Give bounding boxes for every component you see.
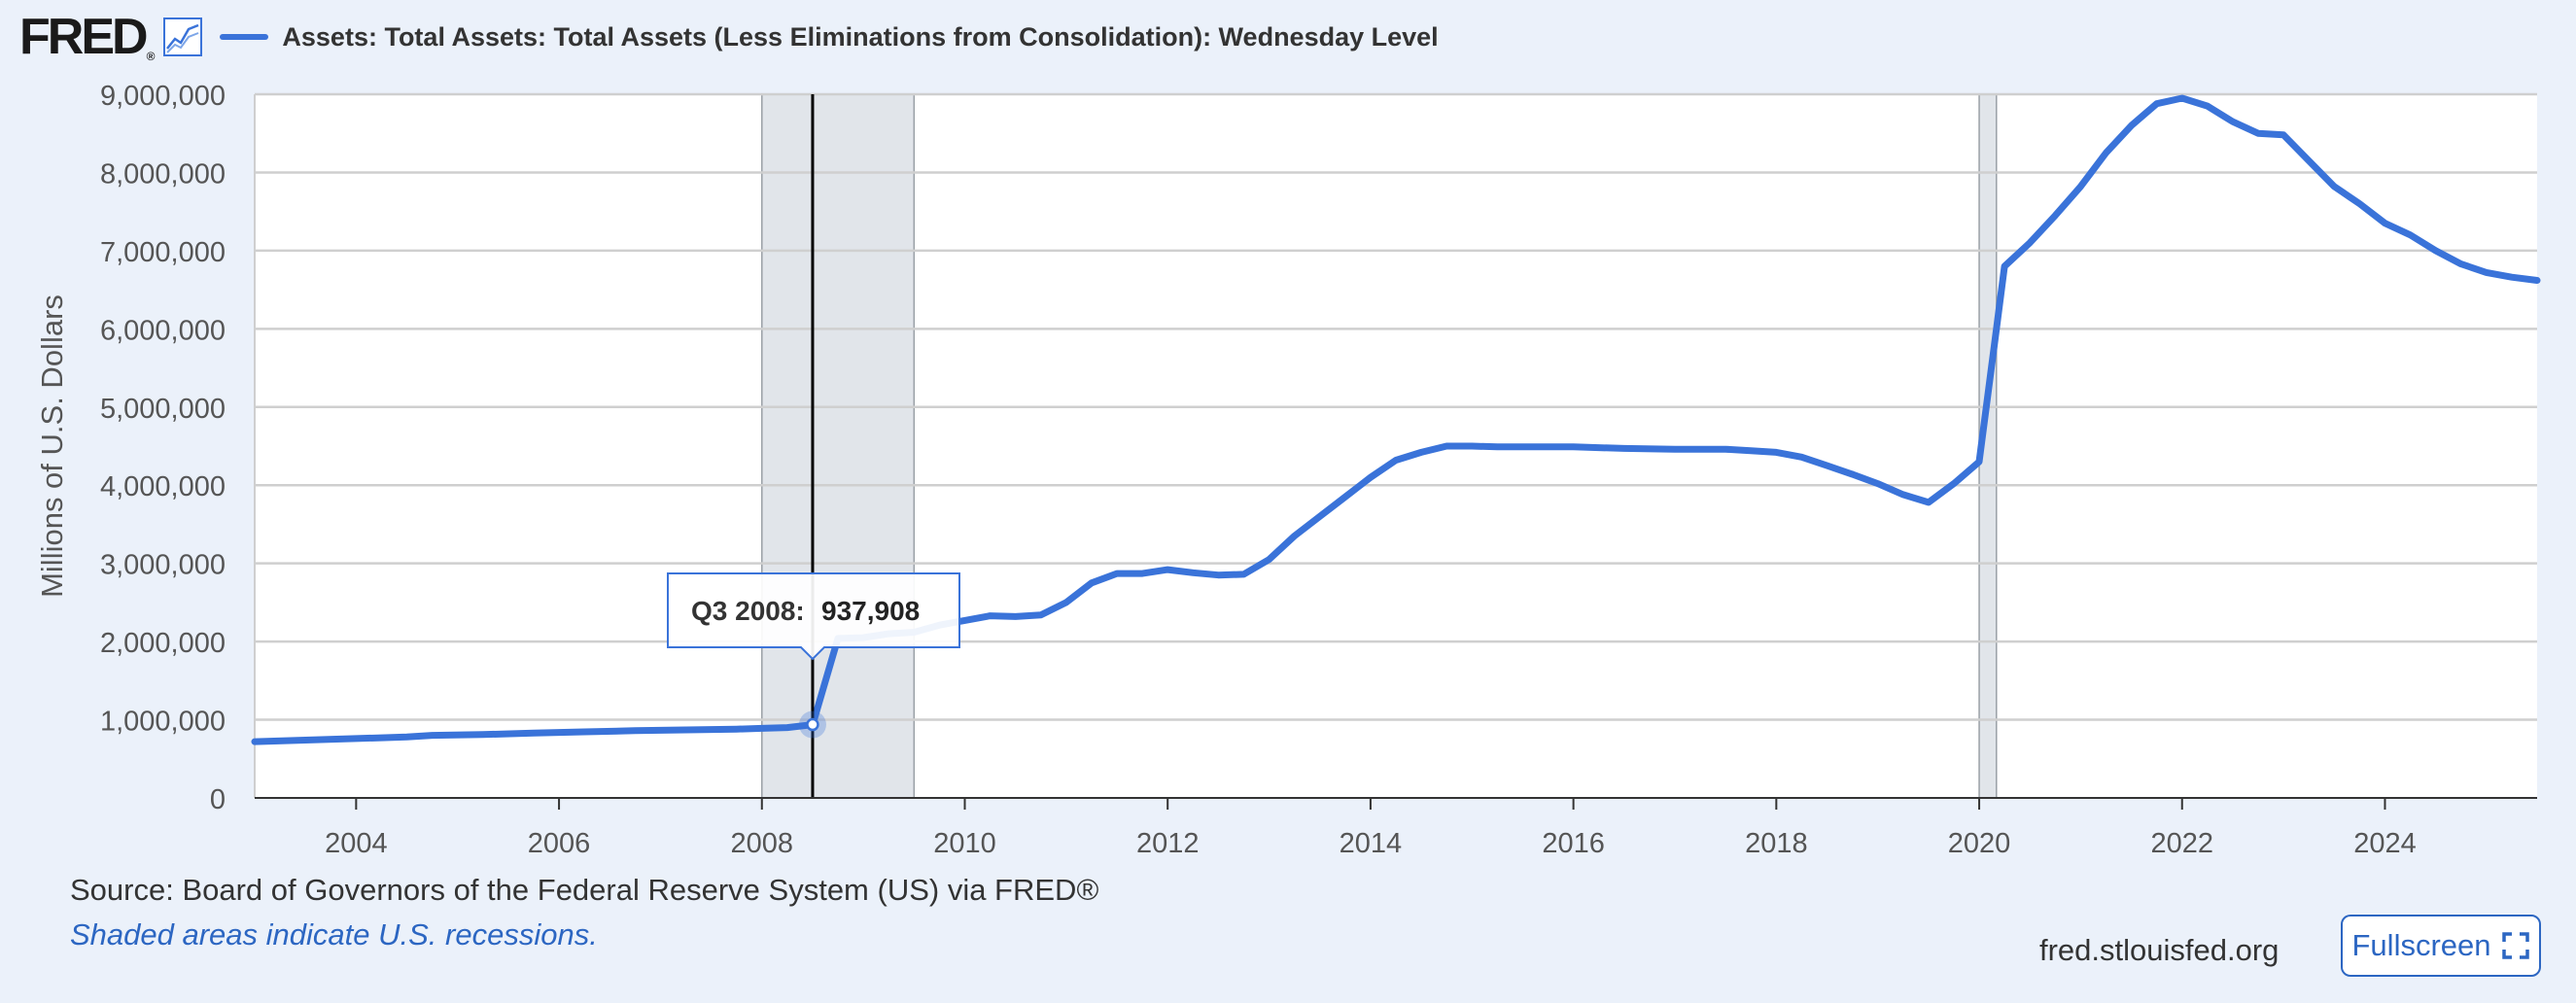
x-tick-label: 2004 (325, 828, 388, 859)
chart-icon (163, 17, 203, 56)
fullscreen-icon (2501, 932, 2529, 959)
chart-legend: Assets: Total Assets: Total Assets (Less… (220, 21, 1439, 52)
y-tick-label: 8,000,000 (100, 158, 226, 190)
tooltip-box (667, 572, 960, 661)
x-tick-label: 2008 (731, 828, 794, 859)
y-tick-label: 2,000,000 (100, 628, 226, 659)
y-tick-label: 7,000,000 (100, 237, 226, 268)
y-tick-label: 3,000,000 (100, 550, 226, 581)
header: FRED® Assets: Total Assets: Total Assets… (19, 10, 1439, 64)
x-tick-label: 2018 (1745, 828, 1808, 859)
tooltip-label: Q3 2008: (691, 596, 805, 626)
fullscreen-label: Fullscreen (2351, 928, 2491, 962)
x-tick-label: 2020 (1948, 828, 2011, 859)
highlight-point (806, 717, 819, 732)
x-tick-label: 2022 (2150, 828, 2213, 859)
tooltip-value: 937,908 (821, 596, 920, 626)
y-tick-label: 0 (210, 784, 226, 815)
x-tick-label: 2016 (1542, 828, 1605, 859)
x-tick-label: 2006 (528, 828, 591, 859)
site-url[interactable]: fred.stlouisfed.org (2039, 933, 2280, 967)
y-tick-label: 5,000,000 (100, 394, 226, 425)
y-tick-label: 9,000,000 (100, 81, 226, 112)
x-tick-label: 2014 (1340, 828, 1403, 859)
y-tick-label: 1,000,000 (100, 707, 226, 738)
recession-note: Shaded areas indicate U.S. recessions. (70, 917, 598, 951)
legend-label: Assets: Total Assets: Total Assets (Less… (282, 21, 1439, 52)
y-axis-label: Millions of U.S. Dollars (35, 294, 69, 598)
tooltip: Q3 2008: 937,908 (667, 572, 960, 739)
recession-band (761, 93, 916, 799)
legend-swatch (220, 34, 269, 40)
y-tick-label: 6,000,000 (100, 315, 226, 346)
fullscreen-button[interactable]: Fullscreen (2341, 915, 2541, 977)
x-tick-label: 2010 (933, 828, 996, 859)
x-tick-label: 2012 (1136, 828, 1200, 859)
source-note: Source: Board of Governors of the Federa… (70, 873, 1099, 907)
fred-logo[interactable]: FRED® (19, 9, 155, 65)
x-tick-label: 2024 (2353, 828, 2417, 859)
plot-area (255, 94, 2537, 798)
y-tick-label: 4,000,000 (100, 471, 226, 502)
